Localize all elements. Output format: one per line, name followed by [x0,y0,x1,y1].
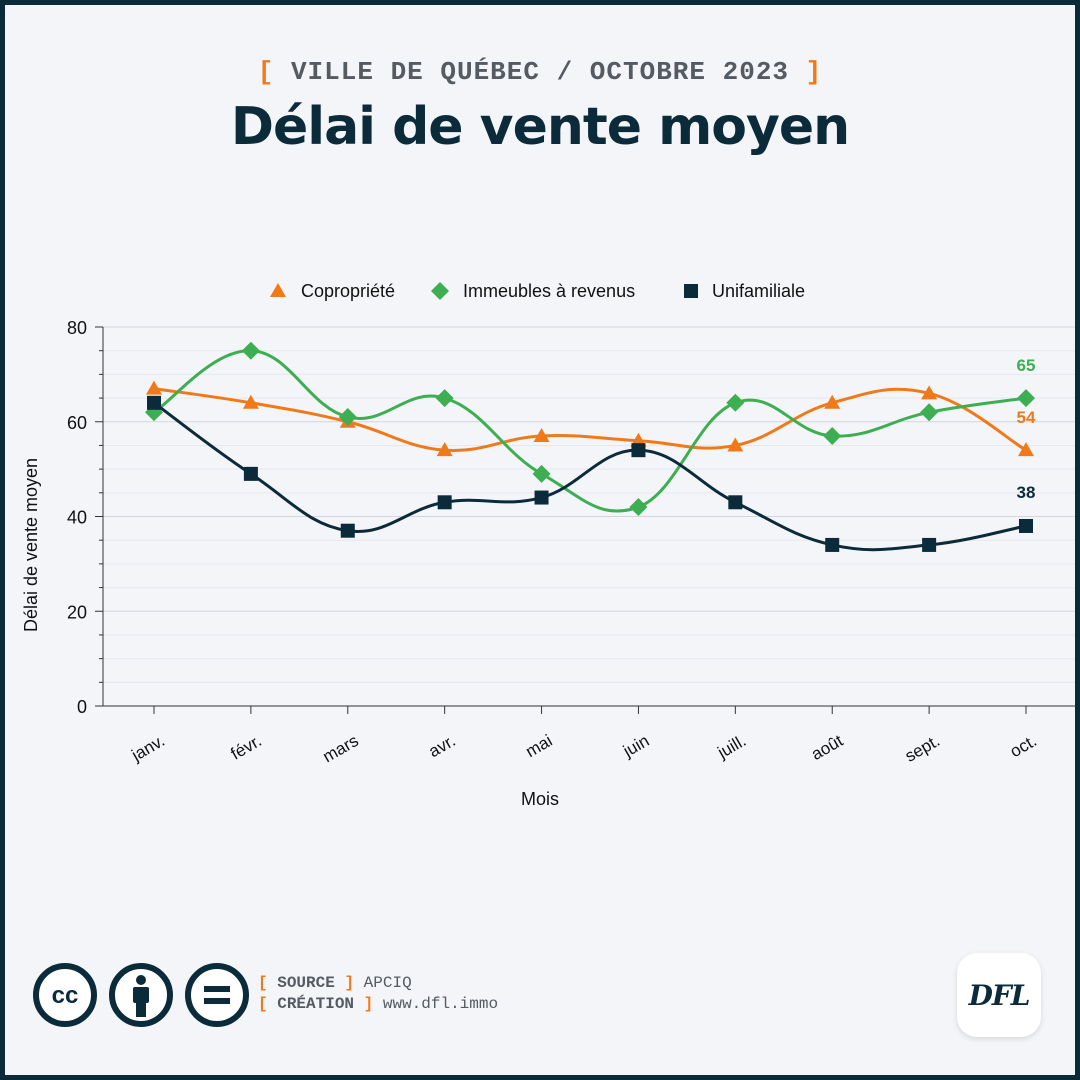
data-point [338,408,357,427]
y-tick-label: 0 [77,697,87,717]
legend-marker [270,283,286,297]
legend-marker [431,282,449,300]
data-point [242,394,259,409]
data-point [823,426,842,445]
chart-kicker: [ VILLE DE QUÉBEC / OCTOBRE 2023 ] [257,57,823,87]
chart-title: Délai de vente moyen [230,97,850,157]
x-tick-label: juill. [714,731,750,763]
data-point [534,490,549,505]
end-value-label: 65 [1017,356,1036,375]
data-point [146,380,162,395]
data-point [241,341,260,360]
license-icons: cc [33,963,249,1027]
data-point [435,389,454,408]
series-line [153,401,1027,552]
end-value-label: 38 [1017,483,1036,502]
data-point [825,537,840,552]
series-line [153,387,1027,453]
data-point [243,466,258,481]
series-line [153,349,1027,513]
cc-icon: cc [33,963,97,1027]
data-point [728,495,743,510]
x-tick-label: févr. [228,731,265,764]
legend-marker [684,284,698,298]
y-tick-label: 60 [67,413,87,433]
data-point [533,427,550,442]
data-point [1017,389,1035,408]
data-point [1018,442,1034,457]
line-chart: 0 20 40 60 80 janv. févr. mars avr. mai juin juill.… [21,281,1075,809]
svg-text:cc: cc [52,982,79,1009]
creation-line: [ CRÉATION ] www.dfl.immo [258,995,499,1013]
data-point [727,437,744,452]
y-axis-title: Délai de vente moyen [21,458,41,632]
x-tick-label: avr. [425,731,458,761]
end-value-label: 54 [1017,408,1036,427]
x-tick-label: juin [619,731,652,761]
y-tick-label: 20 [67,602,87,622]
data-point [532,464,551,483]
source-line: [ SOURCE ] APCIQ [258,974,412,992]
y-tick-label: 80 [67,318,87,338]
x-axis-title: Mois [521,789,559,809]
credits: [ SOURCE ] APCIQ [ CRÉATION ] www.dfl.im… [258,973,498,1015]
data-point [920,403,939,422]
legend-label: Copropriété [301,281,395,301]
data-point [824,394,841,409]
y-tick-label: 40 [67,508,87,528]
legend-label: Immeubles à revenus [463,281,635,301]
legend-label: Unifamiliale [712,281,805,301]
data-point [922,537,937,552]
data-point [631,443,646,458]
data-point [436,442,453,457]
data-point [629,498,648,517]
data-point [1019,518,1033,533]
data-point [437,495,452,510]
data-point [726,393,745,412]
attribution-icon [109,963,173,1027]
data-point [921,385,938,400]
no-derivatives-icon [185,963,249,1027]
x-tick-label: mars [320,731,362,766]
x-tick-label: mai [522,731,555,761]
x-tick-label: janv. [128,731,168,765]
dfl-logo: DFL [957,953,1041,1037]
x-tick-label: août [808,731,846,764]
x-tick-label: oct. [1007,731,1040,761]
x-tick-label: sept. [902,731,943,766]
data-point [147,395,161,410]
website-link: www.dfl.immo [382,995,499,1013]
data-point [340,523,355,538]
